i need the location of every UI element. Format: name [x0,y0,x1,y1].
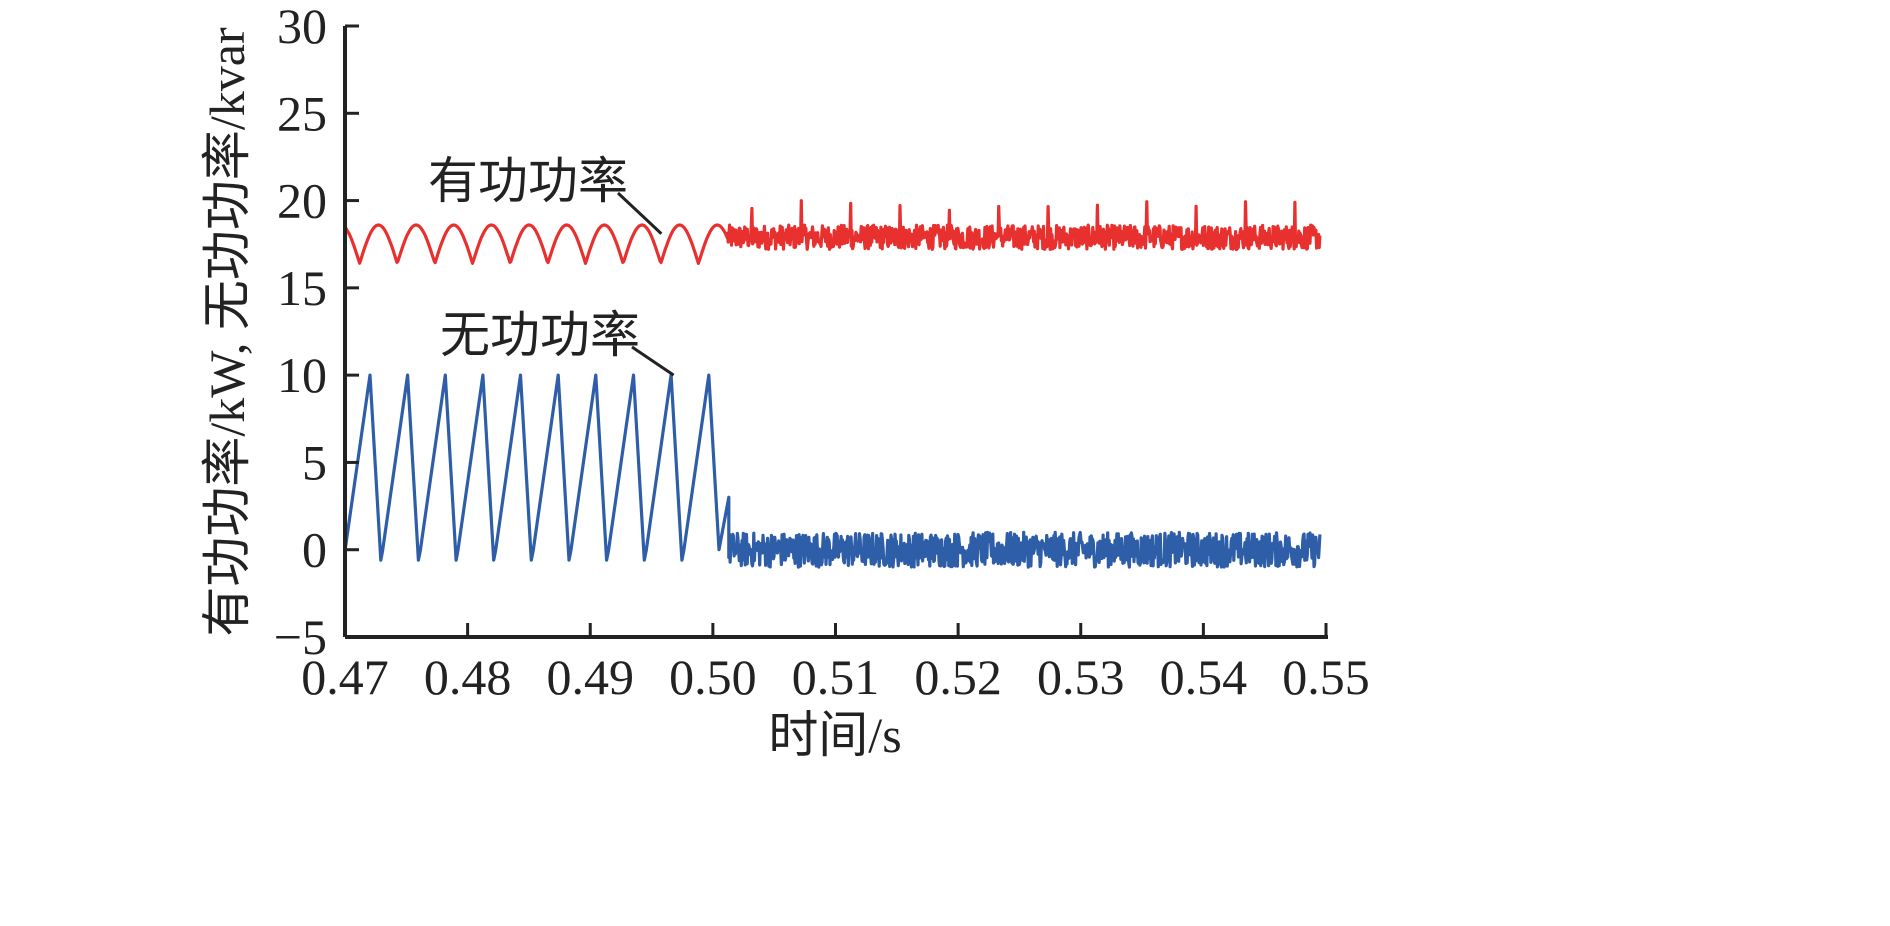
series-layer [343,199,1322,569]
y-tick-label: 25 [277,85,327,141]
x-axis-title: 时间/s [768,707,901,763]
x-tick-label: 0.54 [1160,649,1248,705]
x-tick-label: 0.51 [792,649,880,705]
y-tick-label: −5 [274,609,327,665]
y-tick-label: 15 [277,260,327,316]
annotations: 有功功率 无功功率 [428,153,675,377]
y-axis: −5 0 5 10 15 20 25 30 [274,0,359,665]
y-tick-label: 10 [277,347,327,403]
x-tick-label: 0.52 [914,649,1002,705]
x-tick-label: 0.49 [547,649,635,705]
annotation-reactive-power: 无功功率 [440,307,640,363]
y-tick-label: 5 [302,434,327,490]
annotation-leader-reactive-power [631,345,675,377]
x-tick-label: 0.55 [1282,649,1370,705]
series-line-active-power [343,199,1322,265]
x-axis: 0.47 0.48 0.49 0.50 0.51 0.52 0.53 0.54 0.55 [301,623,1370,705]
x-tick-label: 0.47 [301,649,389,705]
x-ticks: 0.47 0.48 0.49 0.50 0.51 0.52 0.53 0.54 0.55 [301,623,1370,705]
y-axis-title: 有功功率/kW, 无功功率/kvar [199,27,255,637]
series-line-reactive-power [343,373,1322,569]
x-tick-label: 0.50 [669,649,757,705]
y-tick-label: 0 [302,522,327,578]
annotation-leader-active-power [616,191,663,235]
y-tick-label: 20 [277,173,327,229]
x-tick-label: 0.48 [424,649,512,705]
y-tick-label: 30 [277,0,327,54]
y-ticks: −5 0 5 10 15 20 25 30 [274,0,359,665]
annotation-active-power: 有功功率 [428,153,628,209]
x-tick-label: 0.53 [1037,649,1125,705]
